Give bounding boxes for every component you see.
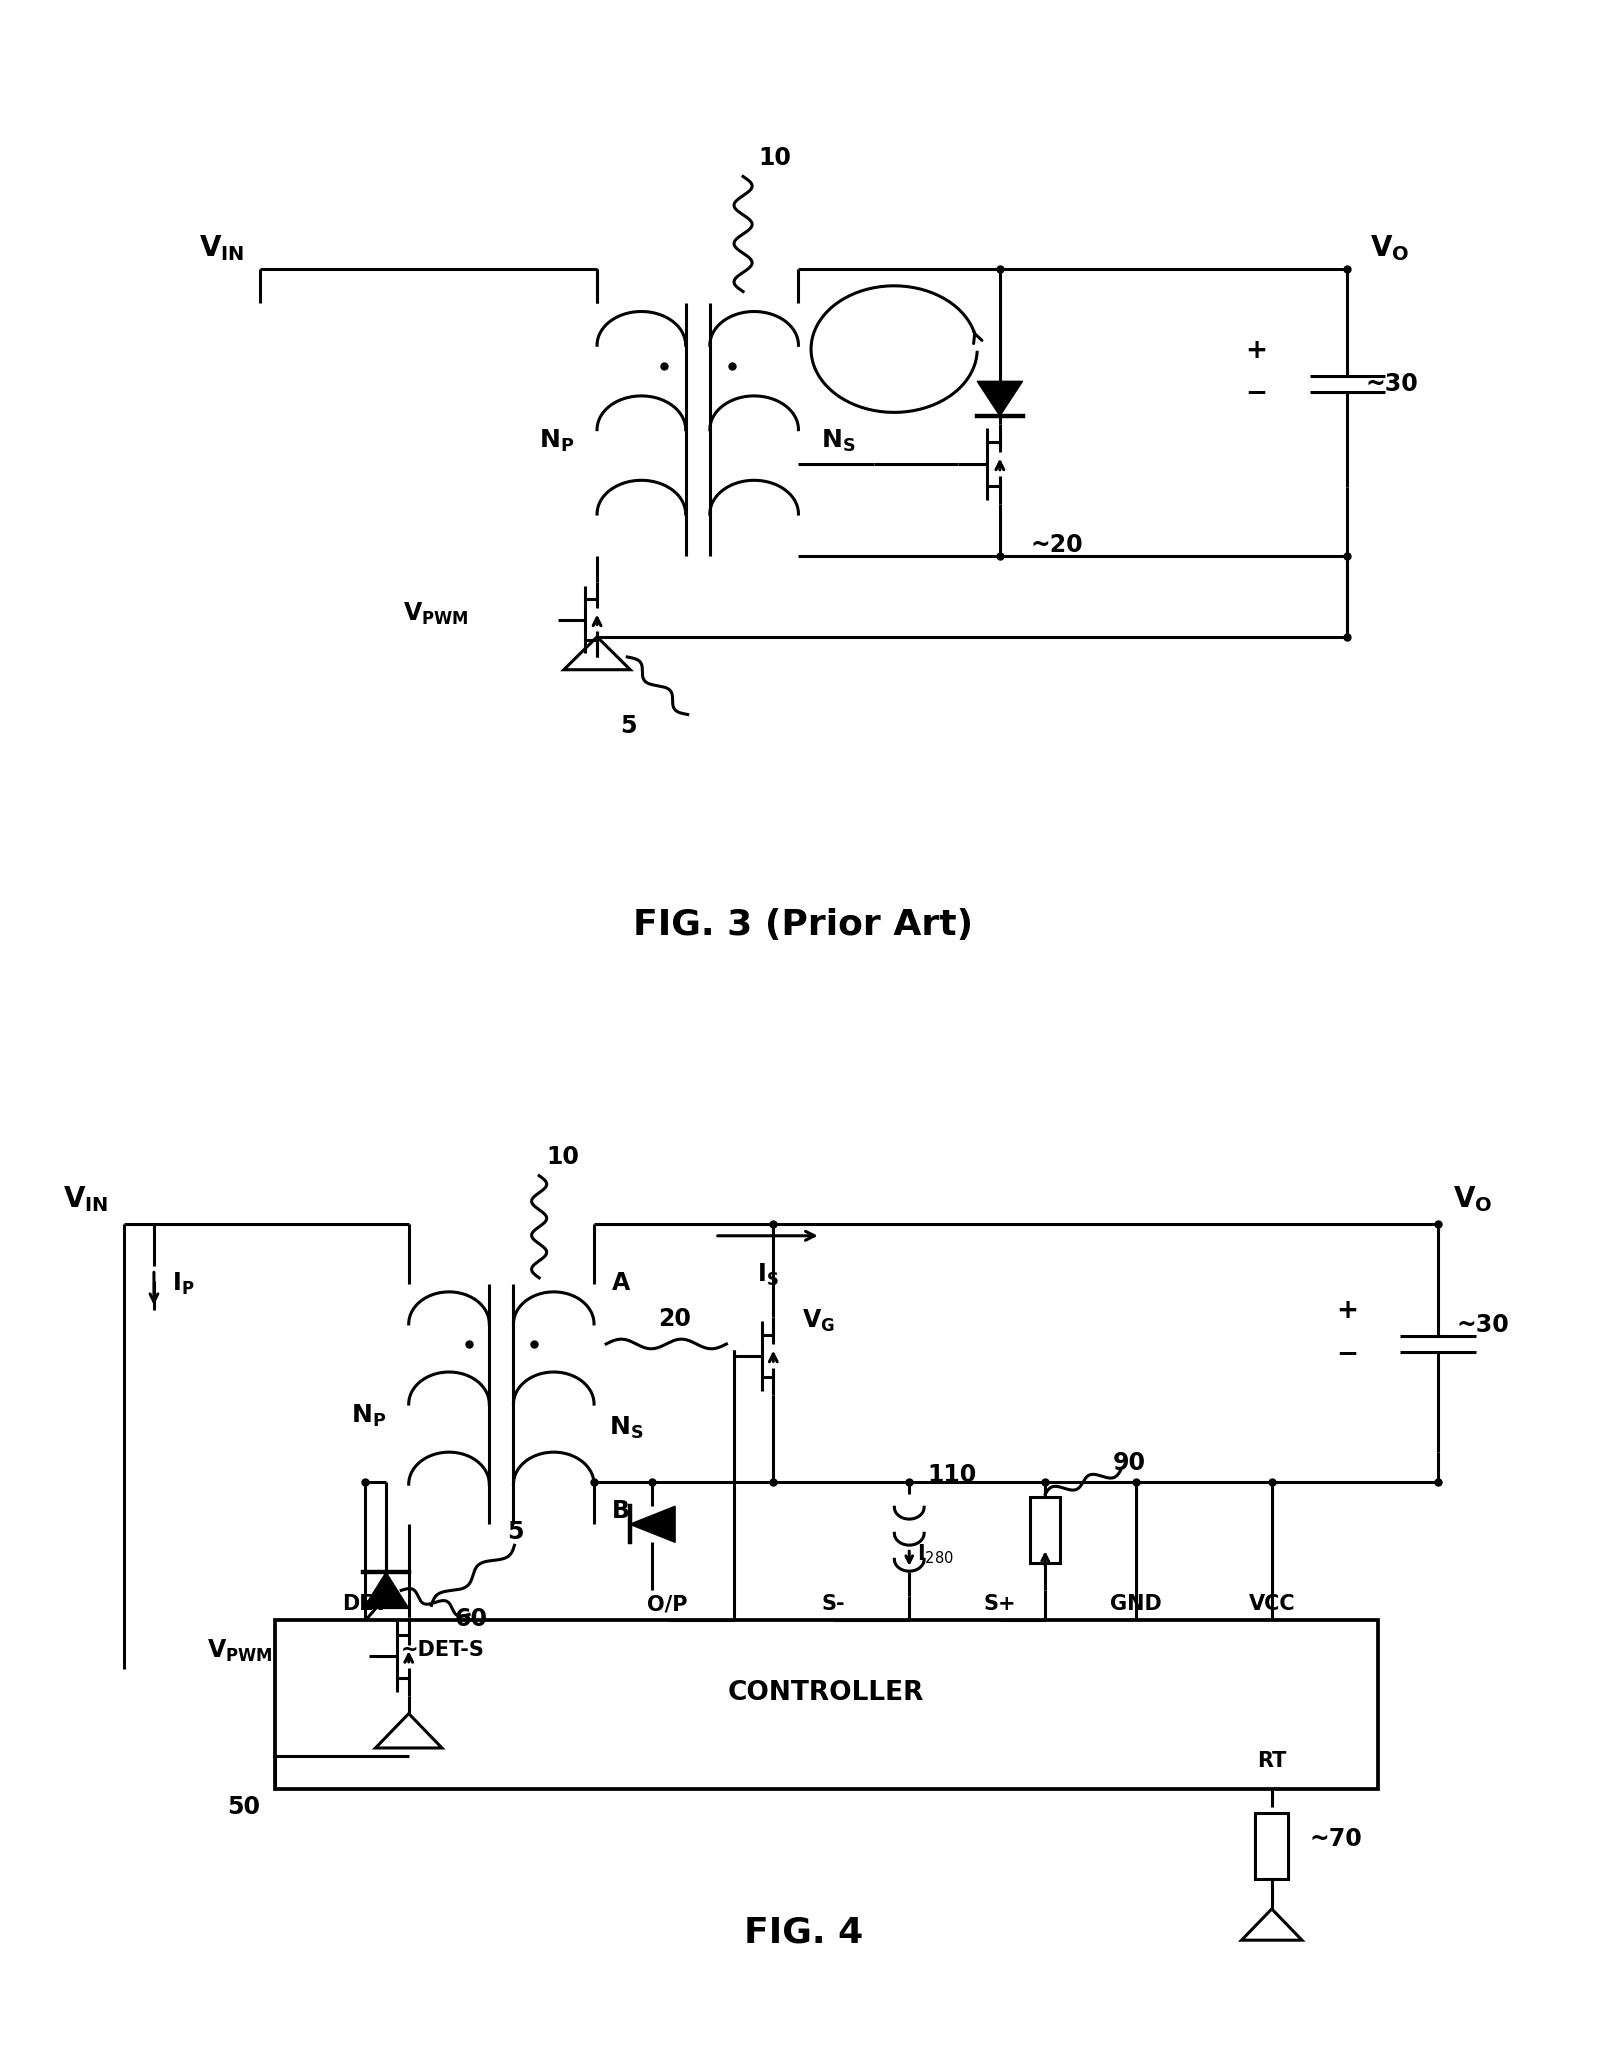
Text: S-: S- xyxy=(821,1594,845,1614)
Text: 90: 90 xyxy=(1114,1451,1146,1475)
Text: N$_\mathbf{P}$: N$_\mathbf{P}$ xyxy=(538,428,574,454)
Text: N$_\mathbf{S}$: N$_\mathbf{S}$ xyxy=(609,1416,644,1440)
Polygon shape xyxy=(977,381,1022,415)
Text: +: + xyxy=(1337,1297,1358,1324)
Text: 5: 5 xyxy=(506,1520,524,1545)
Text: ~70: ~70 xyxy=(1310,1827,1363,1852)
Text: ~30: ~30 xyxy=(1366,372,1419,395)
Text: V$_\mathbf{IN}$: V$_\mathbf{IN}$ xyxy=(199,233,244,262)
Text: DET: DET xyxy=(342,1594,389,1614)
Text: ~30: ~30 xyxy=(1456,1314,1509,1336)
Text: V$_\mathbf{PWM}$: V$_\mathbf{PWM}$ xyxy=(207,1637,273,1663)
Text: I$_\mathbf{S}$: I$_\mathbf{S}$ xyxy=(757,1262,778,1289)
Text: O/P: O/P xyxy=(648,1594,688,1614)
Text: −: − xyxy=(1337,1342,1358,1369)
Text: V$_\mathbf{O}$: V$_\mathbf{O}$ xyxy=(1453,1185,1493,1213)
Text: VCC: VCC xyxy=(1249,1594,1295,1614)
Polygon shape xyxy=(363,1571,408,1608)
Text: −: − xyxy=(1245,381,1268,407)
Text: 10: 10 xyxy=(759,145,791,170)
Text: ~20: ~20 xyxy=(1030,532,1083,557)
Text: V$_\mathbf{G}$: V$_\mathbf{G}$ xyxy=(802,1307,836,1334)
Bar xyxy=(1030,1498,1061,1563)
Text: FIG. 4: FIG. 4 xyxy=(744,1915,863,1950)
Bar xyxy=(275,1620,1377,1788)
Text: FIG. 3 (Prior Art): FIG. 3 (Prior Art) xyxy=(633,908,974,941)
Text: V$_\mathbf{IN}$: V$_\mathbf{IN}$ xyxy=(63,1185,109,1213)
Text: B: B xyxy=(612,1500,630,1524)
Text: +: + xyxy=(1245,338,1268,364)
Text: I$_\mathbf{P}$: I$_\mathbf{P}$ xyxy=(172,1271,194,1297)
Text: 20: 20 xyxy=(659,1307,691,1332)
Bar xyxy=(1255,1813,1289,1880)
Polygon shape xyxy=(630,1506,675,1543)
Text: A: A xyxy=(612,1271,630,1295)
Text: N$_\mathbf{S}$: N$_\mathbf{S}$ xyxy=(821,428,855,454)
Text: V$_\mathbf{PWM}$: V$_\mathbf{PWM}$ xyxy=(403,602,469,626)
Text: 60: 60 xyxy=(455,1608,487,1631)
Text: 110: 110 xyxy=(927,1463,977,1487)
Text: CONTROLLER: CONTROLLER xyxy=(728,1680,924,1706)
Text: 10: 10 xyxy=(546,1144,580,1168)
Text: N$_\mathbf{P}$: N$_\mathbf{P}$ xyxy=(350,1404,386,1430)
Text: 50: 50 xyxy=(227,1794,260,1819)
Text: I$_{280}$: I$_{280}$ xyxy=(916,1543,953,1565)
Text: RT: RT xyxy=(1257,1751,1287,1770)
Text: ~DET-S: ~DET-S xyxy=(402,1641,485,1661)
Text: S+: S+ xyxy=(983,1594,1016,1614)
Text: GND: GND xyxy=(1110,1594,1162,1614)
Text: 5: 5 xyxy=(620,714,636,739)
Text: V$_\mathbf{O}$: V$_\mathbf{O}$ xyxy=(1369,233,1409,262)
